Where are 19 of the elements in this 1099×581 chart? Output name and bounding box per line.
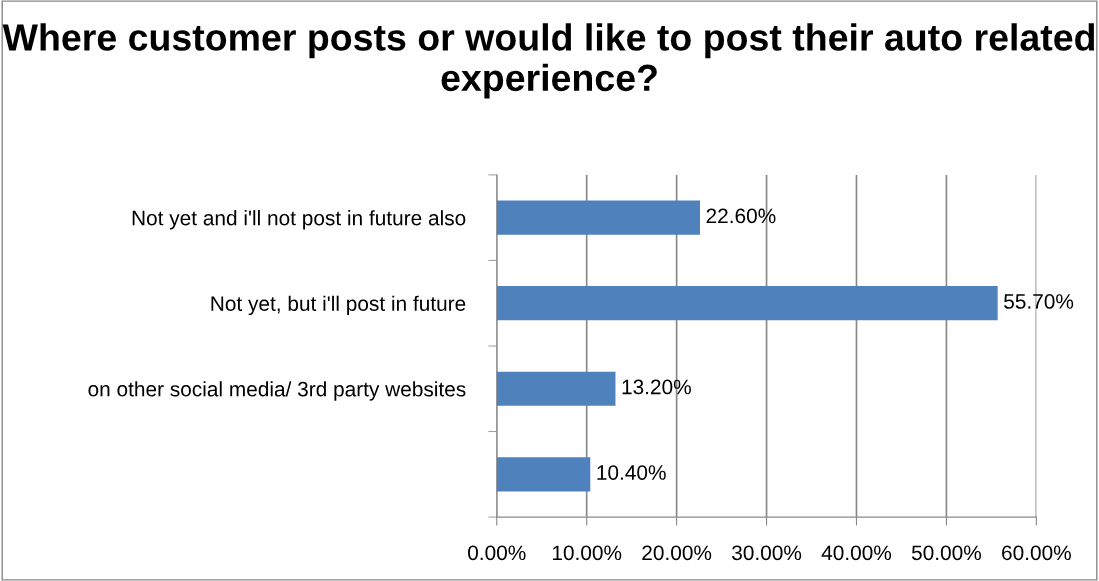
bar (496, 286, 998, 321)
x-tick-label: 30.00% (732, 545, 802, 561)
data-label: 22.60% (706, 208, 776, 224)
data-label: 10.40% (597, 465, 666, 480)
bar (496, 371, 616, 406)
x-tick-label: 0.00% (468, 545, 526, 561)
data-label: 55.70% (1004, 294, 1074, 309)
y-tick-label: on other social media/ 3rd party websites (88, 381, 466, 401)
x-tick-label: 40.00% (821, 545, 892, 561)
y-tick-label: Not yet, but i'll post in future (211, 295, 466, 316)
bar (496, 457, 591, 492)
y-tick-label: Not yet and i'll not post in future also (132, 210, 466, 230)
bar (496, 200, 700, 235)
x-tick-label: 50.00% (911, 545, 982, 561)
data-label: 13.20% (622, 379, 691, 395)
x-tick-label: 60.00% (1002, 545, 1071, 561)
x-tick-label: 10.00% (552, 545, 622, 561)
chart-title: Where customer posts or would like to post their auto related experience? (2, 23, 1095, 99)
x-tick-label: 20.00% (642, 545, 712, 561)
